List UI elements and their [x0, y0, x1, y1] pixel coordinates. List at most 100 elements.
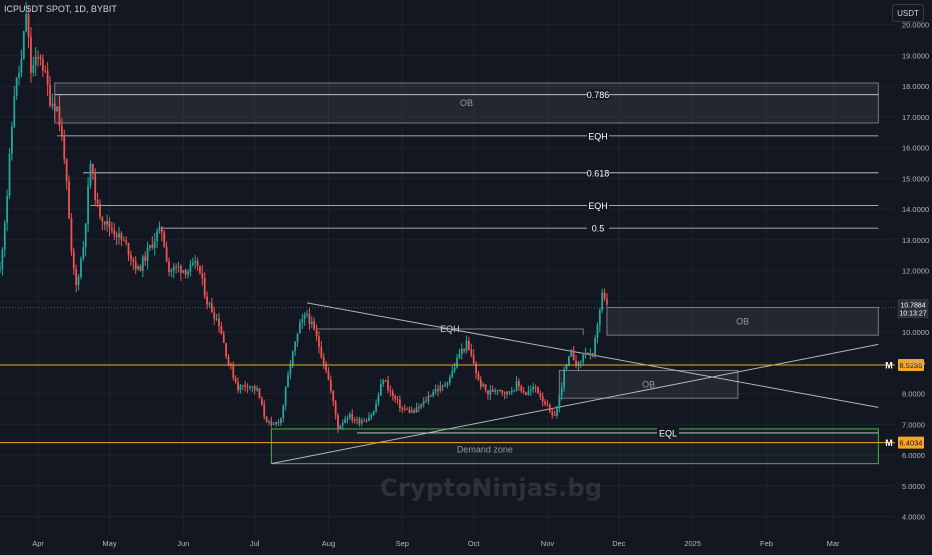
candle: [339, 425, 342, 430]
candle: [577, 362, 580, 366]
candle: [41, 58, 44, 71]
candle: [379, 383, 382, 396]
candle: [468, 340, 470, 350]
order-block-zone: [558, 370, 739, 399]
candle: [253, 386, 256, 391]
candle: [165, 246, 168, 262]
candle: [434, 389, 437, 392]
key-levels: M 8.9286 M 6.4034: [0, 359, 924, 449]
x-tick-label: Jul: [250, 539, 260, 548]
candle: [34, 56, 37, 66]
candle: [368, 417, 370, 421]
level-label: 0.5: [592, 224, 605, 234]
x-tick-label: Apr: [32, 539, 44, 548]
candle: [82, 247, 85, 259]
candle: [498, 389, 501, 391]
candle: [603, 292, 606, 299]
candle: [39, 56, 42, 59]
candle: [6, 195, 9, 223]
candle: [80, 258, 82, 277]
candle: [594, 337, 596, 357]
candle: [375, 403, 377, 412]
candle: [0, 269, 1, 271]
candle: [313, 321, 316, 330]
candle: [232, 365, 235, 378]
candle: [175, 266, 178, 268]
candle: [222, 334, 225, 344]
current-price-value: 10.7884: [900, 302, 925, 309]
candle: [363, 420, 366, 422]
candle: [277, 422, 280, 424]
fib-and-liquidity-levels: 0.786 EQH 0.618 EQH 0.5 EQL: [54, 89, 879, 438]
candle: [180, 266, 182, 273]
candle: [177, 266, 180, 268]
candle: [329, 380, 332, 391]
candle: [387, 380, 389, 391]
y-tick-label: 14.0000: [902, 205, 929, 214]
candle: [556, 408, 558, 416]
candle: [601, 292, 604, 310]
y-tick-label: 10.0000: [902, 328, 929, 337]
key-level-marker: M: [885, 361, 893, 371]
candle: [327, 371, 330, 381]
candle: [106, 221, 109, 225]
candle: [541, 396, 544, 402]
candle: [479, 379, 482, 387]
candle: [487, 390, 489, 395]
candle: [570, 350, 573, 357]
y-tick-label: 6.0000: [902, 451, 925, 460]
candle: [427, 395, 430, 402]
candle: [525, 392, 527, 395]
level-label-bg: [657, 427, 679, 438]
x-tick-label: Dec: [612, 539, 626, 548]
candle: [127, 243, 130, 256]
y-tick-label: 9.0000: [902, 359, 925, 368]
y-tick-label: 13.0000: [902, 236, 929, 245]
candle: [263, 404, 266, 417]
candle: [191, 262, 194, 265]
candle: [246, 386, 249, 388]
candle: [510, 390, 513, 393]
candle: [101, 217, 104, 222]
candle: [70, 218, 73, 252]
candle: [8, 153, 11, 196]
level-label: 0.618: [587, 168, 610, 178]
candle: [579, 361, 582, 363]
candle: [496, 389, 499, 391]
candle: [341, 422, 344, 426]
candle: [401, 408, 404, 410]
candle: [396, 399, 399, 401]
candle: [103, 221, 106, 225]
candle: [353, 420, 356, 422]
candle: [172, 266, 175, 271]
candle: [460, 348, 463, 355]
candle: [344, 419, 347, 423]
key-level-marker: M: [885, 438, 893, 448]
level-label-bg: [587, 167, 609, 178]
current-price-countdown: 10:13:27: [899, 310, 926, 317]
candle: [591, 353, 594, 357]
candle: [477, 373, 480, 380]
candle: [463, 348, 466, 351]
y-tick-label: 5.0000: [902, 482, 925, 491]
candle: [451, 371, 454, 377]
candle: [137, 266, 139, 270]
key-level-price-text: 8.9286: [900, 361, 923, 370]
candle: [501, 390, 504, 393]
candle: [484, 384, 487, 391]
order-block-zone: [54, 82, 879, 124]
candle: [60, 125, 63, 136]
currency-button[interactable]: USDT: [892, 4, 924, 22]
candle: [208, 303, 211, 305]
key-level-price-tag: [898, 359, 924, 372]
candle: [553, 415, 556, 417]
candle: [413, 410, 416, 413]
candle: [189, 264, 192, 272]
candle: [351, 414, 354, 421]
candle: [15, 77, 18, 96]
candle: [87, 185, 89, 224]
candle: [299, 322, 301, 334]
candle: [241, 384, 244, 386]
